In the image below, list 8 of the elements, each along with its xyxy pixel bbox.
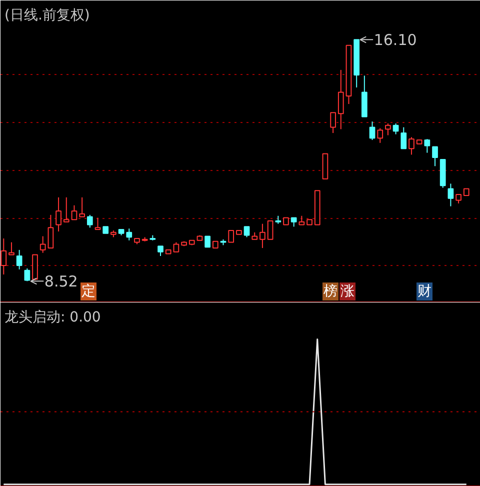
chart-title: (日线.前复权): [4, 8, 90, 24]
annotation: 8.52: [44, 272, 78, 291]
annotation: 定: [82, 284, 96, 300]
annotation: 16.10: [374, 31, 417, 50]
annotation: 财: [418, 284, 432, 300]
annotation: 涨: [340, 284, 354, 300]
chart-title: 龙头启动: 0.00: [4, 310, 101, 326]
annotation: 榜: [324, 284, 338, 300]
